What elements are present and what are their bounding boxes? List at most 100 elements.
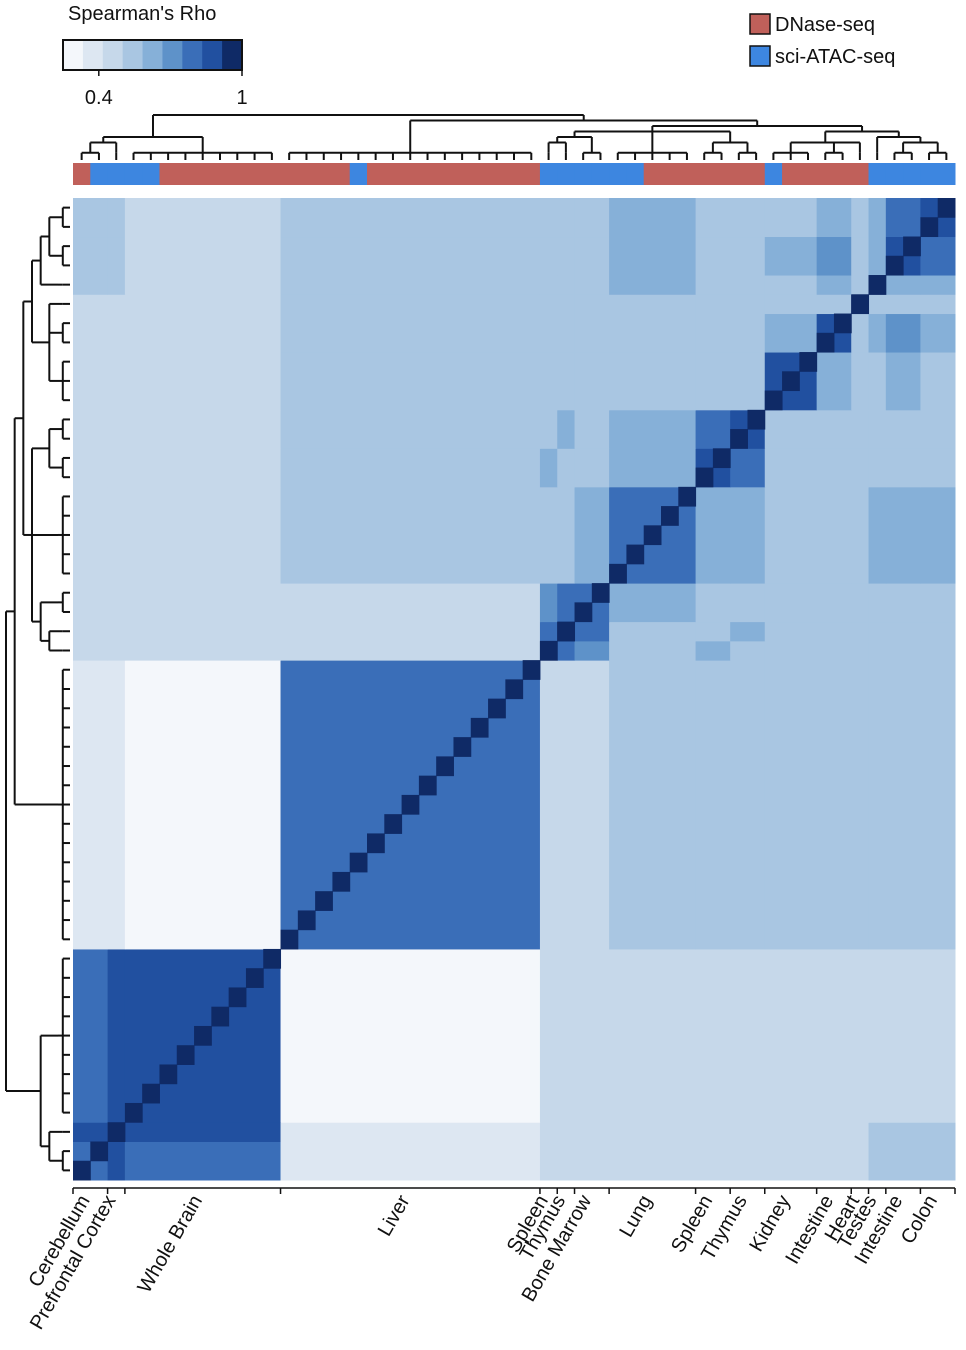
legend-label: sci-ATAC-seq [775, 46, 895, 68]
heatmap-cell [920, 448, 956, 488]
heatmap-cell [920, 660, 956, 950]
assay-cell [107, 163, 126, 185]
heatmap-cell [695, 948, 731, 1123]
heatmap-cell [280, 448, 541, 488]
heatmap-cell [557, 583, 576, 623]
diagonal-cell [937, 198, 956, 218]
heatmap-cell [764, 236, 818, 276]
heatmap-cell [885, 660, 921, 950]
heatmap-cell [851, 275, 870, 295]
heatmap-cell [609, 621, 697, 642]
assay-cell [539, 163, 558, 185]
heatmap-cell [280, 409, 541, 449]
heatmap-cell [816, 448, 852, 488]
heatmap-cell [851, 409, 870, 449]
group-label: Liver [374, 1191, 415, 1240]
heatmap-cell [851, 660, 870, 950]
assay-cell [764, 163, 783, 185]
heatmap-cell [280, 198, 541, 238]
legend-swatch [749, 13, 771, 35]
heatmap-cell [557, 448, 576, 488]
colorbar-title: Spearman's Rho [68, 3, 216, 25]
colorbar-tick-label: 0.4 [85, 87, 113, 109]
heatmap-cell [73, 486, 109, 584]
assay-cell [851, 163, 870, 185]
heatmap-cell [764, 640, 818, 661]
heatmap-cell [124, 660, 282, 950]
heatmap-cell [764, 198, 818, 238]
diagonal-cell [245, 968, 264, 988]
heatmap-cell [280, 352, 541, 411]
heatmap-cell [124, 236, 282, 276]
heatmap-cell [764, 486, 818, 584]
heatmap-cell [920, 352, 956, 411]
heatmap-cell [574, 198, 610, 238]
heatmap-cell [539, 948, 558, 1123]
diagonal-cell [782, 371, 800, 392]
diagonal-cell [712, 448, 731, 469]
heatmap-cell [885, 621, 921, 642]
heatmap-cell [557, 275, 576, 295]
heatmap-cell [124, 583, 282, 623]
assay-cell [505, 163, 524, 185]
diagonal-cell [401, 794, 420, 815]
diagonal-cell [124, 1102, 143, 1123]
heatmap-cell [851, 486, 870, 584]
assay-cell [557, 163, 576, 185]
heatmap-cell [730, 352, 766, 411]
assay-cell [245, 163, 264, 185]
heatmap-cell [920, 294, 956, 315]
heatmap-cell [609, 236, 697, 276]
assay-cell [349, 163, 368, 185]
heatmap-cell [609, 294, 697, 315]
diagonal-cell [868, 275, 887, 295]
heatmap-cell [764, 621, 818, 642]
heatmap-cell [280, 294, 541, 315]
heatmap-cell [764, 660, 818, 950]
heatmap-cell [574, 660, 610, 950]
heatmap-cell [557, 352, 576, 411]
heatmap-cell [73, 313, 109, 353]
heatmap-cell [73, 448, 109, 488]
diagonal-cell [747, 409, 766, 430]
heatmap-cell [124, 486, 282, 584]
heatmap-cell [107, 448, 126, 488]
heatmap-cell [764, 1141, 818, 1181]
heatmap-cell [574, 486, 610, 584]
assay-cell [453, 163, 472, 185]
diagonal-cell [833, 313, 852, 334]
heatmap-cell [730, 948, 766, 1123]
assay-cell [211, 163, 230, 185]
heatmap-cell [574, 621, 610, 642]
diagonal-cell [695, 467, 714, 488]
assay-cell [920, 163, 939, 185]
assay-cell [574, 163, 593, 185]
heatmap-cell [885, 198, 921, 238]
heatmap-cell [868, 448, 887, 488]
heatmap-cell [885, 1141, 921, 1181]
diagonal-cell [488, 698, 506, 719]
heatmap-cell [851, 948, 870, 1123]
heatmap-cell [124, 1141, 282, 1181]
diagonal-cell [211, 1006, 230, 1027]
heatmap-cell [557, 313, 576, 353]
heatmap-cell [280, 275, 541, 295]
heatmap-cell [107, 948, 126, 1123]
heatmap-cell [280, 486, 541, 584]
heatmap-cell [574, 1122, 610, 1142]
diagonal-cell [609, 563, 627, 584]
assay-cell [747, 163, 766, 185]
heatmap-cell [107, 640, 126, 661]
heatmap-cell [851, 198, 870, 238]
assay-cell [937, 163, 956, 185]
diagonal-cell [591, 583, 610, 603]
heatmap-cell [73, 660, 109, 950]
heatmap-cell [851, 621, 870, 642]
heatmap-cell [920, 621, 956, 642]
heatmap-cell [695, 294, 731, 315]
heatmap-cell [73, 294, 109, 315]
heatmap-cell [816, 294, 852, 315]
heatmap-cell [695, 198, 731, 238]
heatmap-cell [868, 486, 887, 584]
heatmap-cell [816, 275, 852, 295]
